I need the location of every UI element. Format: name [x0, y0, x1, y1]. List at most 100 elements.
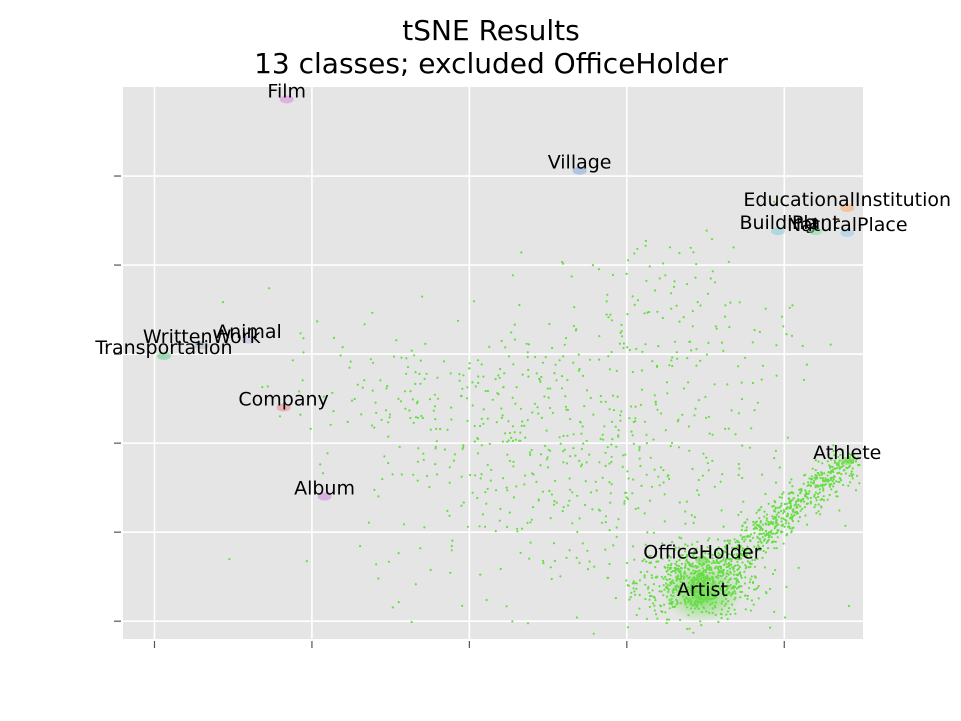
scatter-point — [466, 419, 469, 422]
scatter-point — [507, 420, 510, 423]
scatter-point — [499, 367, 502, 371]
scatter-point — [630, 405, 633, 408]
scatter-point — [713, 604, 717, 608]
scatter-point — [718, 569, 721, 572]
scatter-point — [661, 557, 664, 560]
scatter-point — [738, 585, 741, 588]
scatter-point — [699, 589, 702, 592]
scatter-point — [743, 548, 746, 551]
scatter-point — [702, 574, 705, 577]
scatter-point — [670, 292, 673, 295]
scatter-point — [765, 517, 768, 520]
scatter-point — [619, 331, 622, 334]
scatter-point — [760, 532, 764, 535]
scatter-point — [714, 601, 718, 604]
scatter-point — [564, 405, 568, 408]
scatter-point — [748, 561, 751, 564]
scatter-point — [822, 489, 825, 492]
scatter-point — [771, 515, 774, 518]
class-label: Athlete — [813, 442, 881, 464]
scatter-point — [695, 604, 698, 607]
scatter-point — [465, 397, 469, 400]
class-marker — [695, 556, 710, 565]
scatter-point — [749, 533, 753, 536]
scatter-point — [513, 338, 517, 341]
scatter-point — [726, 617, 729, 621]
scatter-point — [829, 477, 832, 480]
scatter-point — [847, 484, 850, 487]
scatter-point — [565, 556, 568, 559]
scatter-point — [818, 474, 821, 477]
scatter-point — [700, 611, 704, 614]
scatter-point — [593, 565, 596, 568]
scatter-point — [665, 595, 669, 598]
scatter-point — [698, 590, 701, 594]
scatter-point — [667, 573, 670, 576]
scatter-point — [666, 475, 669, 478]
scatter-point — [701, 551, 704, 554]
scatter-point — [693, 579, 696, 582]
scatter-point — [597, 268, 601, 271]
scatter-point — [633, 558, 636, 561]
scatter-point — [606, 446, 609, 449]
scatter-point — [789, 506, 792, 509]
scatter-point — [670, 441, 674, 445]
scatter-point — [685, 596, 688, 599]
scatter-point — [502, 386, 505, 389]
scatter-point — [578, 367, 581, 370]
scatter-point — [375, 411, 378, 414]
scatter-point — [707, 469, 710, 472]
scatter-point — [627, 477, 630, 480]
scatter-point — [486, 389, 489, 393]
scatter-point — [650, 595, 653, 598]
scatter-point — [728, 567, 732, 570]
scatter-point — [617, 435, 620, 438]
scatter-point — [419, 382, 422, 385]
scatter-point — [575, 556, 578, 560]
scatter-point — [656, 408, 659, 411]
scatter-point — [610, 443, 613, 446]
scatter-point — [708, 611, 711, 615]
scatter-point — [535, 372, 538, 375]
scatter-point — [839, 453, 842, 457]
scatter-point — [346, 420, 349, 423]
scatter-point — [688, 449, 691, 452]
scatter-point — [375, 563, 378, 566]
scatter-point — [418, 372, 421, 375]
scatter-point — [808, 490, 811, 493]
scatter-point — [725, 613, 728, 616]
scatter-point — [632, 587, 635, 590]
scatter-point — [668, 568, 672, 571]
scatter-point — [764, 307, 767, 310]
scatter-point — [478, 525, 481, 528]
scatter-point — [578, 561, 581, 565]
scatter-point — [371, 311, 374, 314]
scatter-point — [660, 412, 663, 415]
scatter-point — [687, 567, 690, 571]
scatter-point — [423, 377, 426, 380]
scatter-point — [791, 515, 795, 518]
scatter-point — [468, 367, 471, 370]
scatter-point — [460, 475, 463, 478]
scatter-point — [598, 461, 601, 464]
scatter-point — [757, 541, 760, 544]
scatter-point — [643, 312, 646, 315]
scatter-point — [752, 603, 755, 606]
scatter-point — [826, 474, 829, 477]
scatter-point — [614, 597, 618, 600]
scatter-point — [822, 495, 825, 498]
scatter-point — [771, 540, 775, 543]
scatter-point — [702, 582, 706, 585]
scatter-point — [707, 588, 710, 591]
scatter-point — [694, 552, 697, 555]
scatter-point — [458, 379, 461, 382]
scatter-point — [847, 604, 851, 608]
scatter-point — [516, 530, 519, 533]
scatter-point — [449, 571, 452, 574]
scatter-point — [714, 281, 717, 284]
scatter-point — [675, 304, 678, 307]
scatter-point — [688, 627, 691, 630]
scatter-point — [676, 600, 679, 603]
scatter-point — [727, 539, 730, 542]
scatter-point — [806, 502, 809, 505]
